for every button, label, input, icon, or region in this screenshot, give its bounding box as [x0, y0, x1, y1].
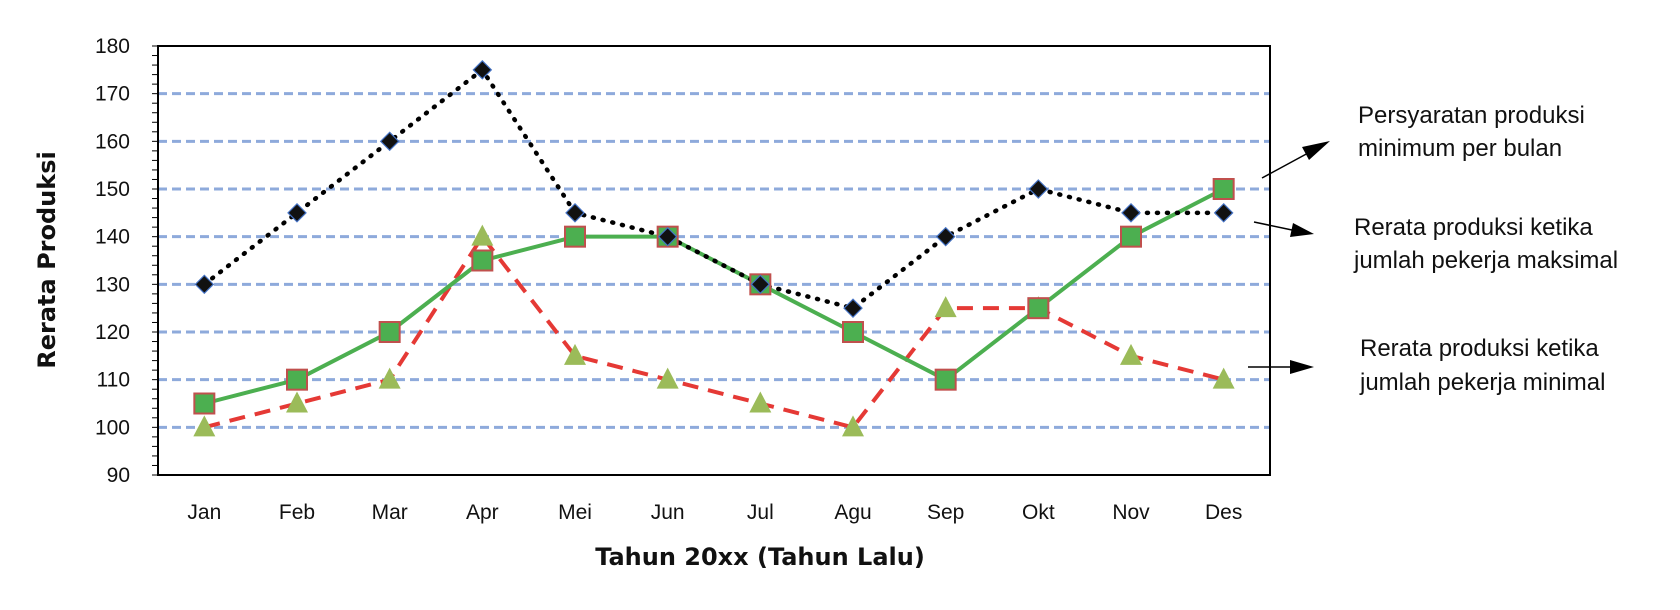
annotation-max-workers-arrowhead [1290, 223, 1314, 237]
data-point-s3-nov [1120, 343, 1142, 365]
data-point-s3-sep [934, 296, 957, 318]
x-tick-label-mar: Mar [372, 501, 408, 524]
y-tick-label-130: 130 [95, 273, 130, 296]
data-point-s1-apr [472, 59, 493, 80]
annotation-min-workers-arrowhead [1290, 360, 1314, 374]
annotation-requirement-line2: minimum per bulan [1358, 135, 1562, 162]
y-tick-label-100: 100 [95, 416, 130, 439]
data-point-s2-okt [1027, 297, 1050, 320]
y-tick-label-170: 170 [95, 83, 130, 106]
annotation-requirement: Persyaratan produksi minimum per bulan [1261, 102, 1585, 179]
y-tick-label-150: 150 [95, 178, 130, 201]
y-tick-label-110: 110 [97, 369, 130, 392]
x-tick-label-nov: Nov [1112, 501, 1150, 524]
data-point-s3-jun [656, 367, 679, 389]
data-point-s3-jan [193, 415, 216, 437]
x-axis-title: Tahun 20xx (Tahun Lalu) [595, 543, 925, 571]
data-point-s3-apr [471, 224, 494, 246]
annotation-max-workers-line1: Rerata produksi ketika [1354, 214, 1593, 241]
data-point-s1-des [1213, 202, 1234, 223]
data-point-s1-sep [935, 226, 956, 247]
series-line-2 [203, 187, 1225, 406]
data-point-s3-des [1212, 367, 1235, 389]
data-point-s3-feb [286, 391, 308, 413]
data-point-s3-jul [749, 391, 772, 413]
annotation-min-workers-line2: jumlah pekerja minimal [1359, 369, 1605, 396]
data-point-s1-jul [750, 274, 771, 295]
x-tick-label-apr: Apr [466, 501, 499, 524]
grid-lines [158, 92, 1270, 429]
data-point-s1-agu [843, 298, 863, 319]
data-point-s1-jan [194, 274, 215, 295]
y-tick-label-180: 180 [95, 35, 130, 58]
data-point-s1-jun [657, 226, 678, 247]
data-point-s1-feb [287, 202, 307, 223]
y-tick-label-160: 160 [95, 130, 130, 153]
x-tick-label-jun: Jun [651, 501, 685, 524]
x-tick-label-feb: Feb [279, 501, 315, 524]
x-tick-label-mei: Mei [558, 501, 592, 524]
data-point-s2-feb [286, 368, 308, 391]
x-tick-label-des: Des [1205, 501, 1242, 524]
data-point-s2-sep [934, 368, 957, 391]
data-point-s2-jan [193, 392, 216, 415]
data-point-s2-des [1212, 178, 1235, 200]
data-point-s2-nov [1120, 225, 1142, 248]
annotation-requirement-arrowhead [1302, 141, 1330, 160]
annotation-max-workers: Rerata produksi ketika jumlah pekerja ma… [1253, 214, 1618, 274]
series-line-3 [203, 234, 1225, 430]
x-tick-label-jul: Jul [747, 501, 774, 524]
x-tick-label-agu: Agu [834, 501, 871, 524]
y-axis-title: Rerata Produksi [33, 151, 61, 368]
annotation-min-workers-line1: Rerata produksi ketika [1360, 335, 1599, 362]
x-tick-label-okt: Okt [1022, 501, 1055, 524]
annotation-max-workers-arrow [1253, 221, 1293, 231]
y-axis-ticks: 90 100 110 120 130 140 150 160 170 180 [95, 35, 158, 487]
x-tick-label-sep: Sep [927, 501, 964, 524]
x-tick-label-jan: Jan [187, 501, 221, 524]
data-point-s1-mei [565, 202, 585, 223]
annotation-requirement-line1: Persyaratan produksi [1358, 102, 1585, 129]
annotation-min-workers: Rerata produksi ketika jumlah pekerja mi… [1248, 335, 1605, 396]
data-point-s2-apr [471, 249, 494, 272]
marker-layer [193, 59, 1235, 437]
data-point-s1-mar [379, 131, 400, 152]
data-point-s3-agu [842, 415, 864, 437]
data-point-s2-agu [842, 321, 864, 343]
data-point-s1-nov [1121, 202, 1141, 223]
data-point-s2-mei [564, 225, 586, 248]
plot-area-border [157, 45, 1271, 476]
data-point-s1-okt [1028, 179, 1049, 199]
data-point-s3-mei [564, 343, 586, 365]
x-axis-ticks: Jan Feb Mar Apr Mei Jun Jul Agu Sep Okt Nov Des [187, 501, 1242, 524]
annotation-max-workers-line2: jumlah pekerja maksimal [1353, 247, 1618, 274]
series-line-1 [202, 67, 1226, 311]
data-point-s2-mar [378, 321, 401, 343]
y-tick-label-120: 120 [95, 321, 130, 344]
y-tick-label-140: 140 [95, 226, 130, 249]
annotation-requirement-arrow [1261, 151, 1311, 179]
y-tick-label-90: 90 [107, 464, 130, 487]
data-point-s3-mar [378, 367, 401, 389]
series-layer [202, 67, 1226, 430]
